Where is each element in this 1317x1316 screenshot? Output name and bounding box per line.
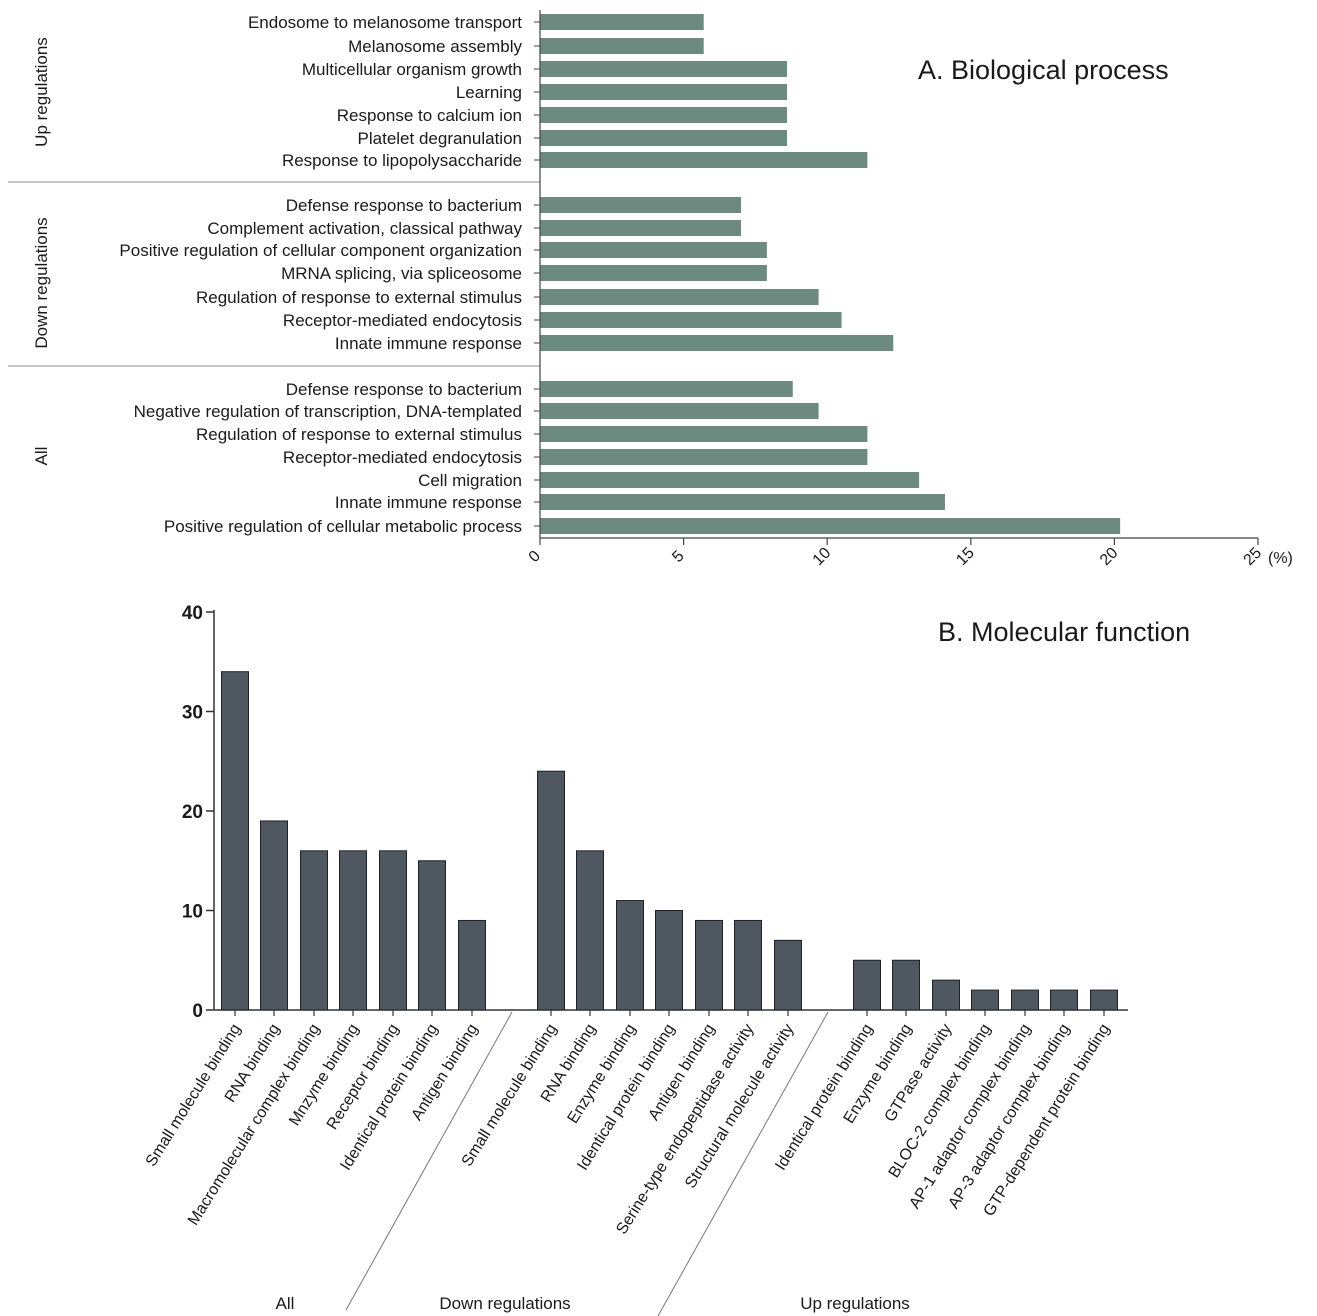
group-label-b: Up regulations xyxy=(800,1294,910,1313)
bar-a-1-4 xyxy=(540,289,819,305)
category-label-a: Cell migration xyxy=(418,471,522,490)
category-label-a: Receptor-mediated endocytosis xyxy=(283,448,522,467)
bar-b-1-2 xyxy=(616,900,644,1011)
category-label-b: Receptor binding xyxy=(324,1021,403,1133)
category-label-a: Positive regulation of cellular componen… xyxy=(119,241,522,260)
x-tick-label-a: 25 xyxy=(1241,544,1266,569)
y-tick-label-b: 20 xyxy=(182,802,203,823)
bar-a-1-6 xyxy=(540,335,894,351)
category-label-a: Learning xyxy=(456,83,522,102)
bar-b-1-0 xyxy=(537,770,565,1011)
x-tick-label-a: 20 xyxy=(1097,544,1122,569)
category-label-a: Innate immune response xyxy=(335,493,522,512)
category-label-a: Complement activation, classical pathway xyxy=(207,219,522,238)
group-divider-b xyxy=(345,1011,513,1311)
bar-b-2-1 xyxy=(892,959,920,1011)
category-label-a: Response to lipopolysaccharide xyxy=(282,151,522,170)
bar-b-2-2 xyxy=(932,979,960,1011)
category-label-a: Defense response to bacterium xyxy=(286,196,522,215)
group-label-a: All xyxy=(32,447,51,466)
bar-a-1-5 xyxy=(540,312,842,328)
bar-a-2-4 xyxy=(540,472,920,488)
y-tick-label-b: 30 xyxy=(182,703,203,724)
bar-a-0-6 xyxy=(540,152,868,168)
category-label-b: Mnzyme binding xyxy=(286,1021,362,1129)
bar-b-1-6 xyxy=(774,939,802,1011)
bar-a-1-2 xyxy=(540,242,767,258)
panel-a-biological-process: A. Biological process (%) Endosome to me… xyxy=(8,10,1293,569)
group-label-a: Up regulations xyxy=(32,37,51,147)
bar-a-1-3 xyxy=(540,265,767,281)
bar-b-0-3 xyxy=(339,850,367,1011)
group-divider-b xyxy=(657,1011,829,1316)
bar-a-0-3 xyxy=(540,84,787,100)
category-label-a: Endosome to melanosome transport xyxy=(248,13,522,32)
bar-a-1-0 xyxy=(540,197,742,213)
bar-b-2-6 xyxy=(1090,989,1118,1011)
x-tick-label-a: 10 xyxy=(810,544,835,569)
bar-a-0-4 xyxy=(540,107,787,123)
group-label-a: Down regulations xyxy=(32,217,51,348)
group-label-b: Down regulations xyxy=(439,1294,570,1313)
y-tick-label-b: 40 xyxy=(182,603,203,624)
category-label-a: Receptor-mediated endocytosis xyxy=(283,311,522,330)
bar-a-0-2 xyxy=(540,61,787,77)
bar-b-2-3 xyxy=(971,989,999,1011)
category-label-a: Innate immune response xyxy=(335,334,522,353)
category-label-a: Multicellular organism growth xyxy=(302,60,522,79)
bar-a-2-0 xyxy=(540,381,793,397)
bar-a-0-0 xyxy=(540,14,704,30)
x-tick-label-a: 15 xyxy=(953,544,978,569)
bar-a-2-2 xyxy=(540,426,868,442)
category-label-a: Negative regulation of transcription, DN… xyxy=(134,402,522,421)
panel-a-title: A. Biological process xyxy=(918,55,1169,85)
panel-a-axis-unit: (%) xyxy=(1268,550,1293,567)
bar-b-1-3 xyxy=(655,910,683,1011)
bar-a-0-5 xyxy=(540,130,787,146)
bar-a-2-6 xyxy=(540,518,1121,534)
bar-b-0-0 xyxy=(221,671,249,1011)
category-label-a: Regulation of response to external stimu… xyxy=(196,425,522,444)
bar-b-0-2 xyxy=(300,850,328,1011)
bar-a-1-1 xyxy=(540,220,742,236)
bar-b-0-4 xyxy=(379,850,407,1011)
category-label-a: Positive regulation of cellular metaboli… xyxy=(164,517,522,536)
bar-b-2-4 xyxy=(1011,989,1039,1011)
group-label-b: All xyxy=(276,1294,295,1313)
category-label-a: MRNA splicing, via spliceosome xyxy=(281,264,522,283)
y-tick-label-b: 0 xyxy=(192,1001,203,1022)
panel-b-title: B. Molecular function xyxy=(938,617,1190,647)
bar-a-2-1 xyxy=(540,403,819,419)
bar-b-0-1 xyxy=(260,820,288,1011)
x-tick-label-a: 0 xyxy=(526,548,544,566)
x-tick-label-a: 5 xyxy=(669,548,687,566)
category-label-a: Response to calcium ion xyxy=(337,106,522,125)
category-label-a: Platelet degranulation xyxy=(358,129,522,148)
bar-b-2-5 xyxy=(1050,989,1078,1011)
category-label-a: Defense response to bacterium xyxy=(286,380,522,399)
category-label-a: Regulation of response to external stimu… xyxy=(196,288,522,307)
bar-b-1-4 xyxy=(695,919,723,1011)
bar-b-2-0 xyxy=(853,959,881,1011)
bar-b-1-1 xyxy=(576,850,604,1011)
y-tick-label-b: 10 xyxy=(182,902,203,923)
bar-a-2-5 xyxy=(540,494,945,510)
bar-b-0-6 xyxy=(458,919,486,1011)
category-label-a: Melanosome assembly xyxy=(348,37,522,56)
bar-a-2-3 xyxy=(540,449,868,465)
bar-b-1-5 xyxy=(734,919,762,1011)
bar-a-0-1 xyxy=(540,38,704,54)
bar-b-0-5 xyxy=(418,860,446,1011)
